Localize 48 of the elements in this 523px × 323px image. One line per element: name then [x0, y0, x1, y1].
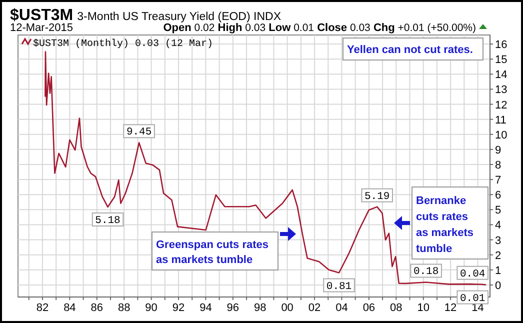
- y-tick-label: 4: [495, 220, 502, 232]
- x-tick-label: 98: [254, 302, 266, 314]
- y-tick-label: 16: [495, 39, 508, 52]
- x-tick-label: 02: [308, 302, 321, 314]
- y-tick-label: 3: [495, 234, 502, 247]
- y-tick-label: 8: [495, 159, 502, 172]
- y-tick-label: 1: [495, 264, 502, 277]
- y-tick-label: 2: [495, 250, 502, 262]
- x-tick-label: 92: [172, 302, 185, 314]
- x-tick-label: 00: [281, 302, 294, 314]
- y-tick-label: 9: [495, 144, 502, 156]
- x-tick-label: 94: [200, 302, 212, 314]
- annotation: 5.19: [364, 190, 390, 203]
- annotation: 0.18: [413, 266, 439, 278]
- y-tick-label: 10: [495, 129, 508, 142]
- y-tick-label: 0: [495, 280, 502, 292]
- x-tick-label: 88: [118, 302, 130, 314]
- y-tick-label: 6: [495, 190, 502, 202]
- x-tick-label: 06: [362, 302, 376, 314]
- annotation: Yellen can not cut rates.: [347, 44, 473, 56]
- y-tick-label: 5: [495, 204, 502, 217]
- x-tick-label: 84: [64, 302, 76, 314]
- x-tick-label: 08: [390, 302, 402, 314]
- x-tick-label: 12: [444, 302, 457, 314]
- annotation: 0.01: [460, 292, 486, 305]
- x-tick-label: 04: [336, 302, 348, 314]
- x-tick-label: 96: [226, 302, 240, 314]
- x-tick-label: 86: [90, 302, 104, 314]
- y-tick-label: 14: [495, 69, 508, 82]
- annotation: 5.18: [95, 214, 120, 227]
- legend-label: $UST3M (Monthly) 0.03 (12 Mar): [33, 38, 214, 50]
- chart-subtitle: 3-Month US Treasury Yield (EOD) INDX: [77, 11, 282, 23]
- text: Open 0.02 High 0.03 Low 0.01 Close 0.03 Chg +0.01 (+50.00%): [163, 22, 476, 34]
- y-tick-label: 12: [495, 99, 508, 112]
- chart-title: $UST3M: [10, 7, 74, 24]
- text: 12-Mar-2015: [10, 22, 73, 34]
- annotation: Greenspan cuts rates as markets tumble: [156, 239, 268, 266]
- x-tick-label: 82: [36, 302, 49, 314]
- annotation: 9.45: [126, 126, 152, 139]
- y-tick-label: 7: [495, 174, 502, 187]
- y-tick-label: 15: [495, 54, 508, 66]
- y-tick-label: 13: [495, 84, 508, 96]
- annotation: 0.04: [460, 268, 486, 280]
- y-tick-label: 11: [495, 114, 506, 126]
- annotation: Bernanke cuts rates as markets tumble: [416, 194, 474, 255]
- annotation: 0.81: [326, 280, 352, 293]
- x-tick-label: 90: [145, 302, 158, 314]
- x-tick-label: 10: [417, 302, 430, 314]
